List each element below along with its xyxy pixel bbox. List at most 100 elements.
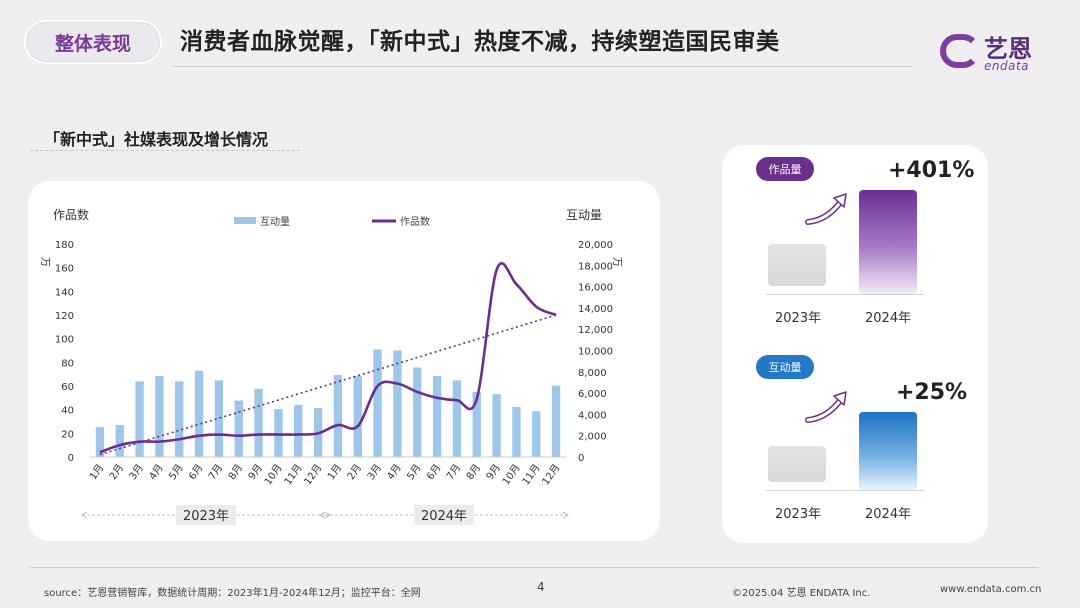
works-2024-bar [859, 190, 917, 294]
interaction-bar [294, 404, 303, 457]
interaction-bar [234, 400, 243, 457]
interaction-bar [115, 425, 124, 457]
left-tick-label: 0 [68, 453, 74, 464]
chart-section-title: 「新中式」社媒表现及增长情况 [44, 130, 269, 149]
endata-logo: 艺恩 endata [940, 30, 1050, 74]
works-growth-percent: +401% [888, 158, 975, 183]
legend-swatch-interaction [234, 217, 256, 224]
left-tick-label: 140 [55, 287, 74, 298]
x-tick-label: 9月 [484, 462, 503, 482]
interaction-bar [353, 376, 362, 457]
interaction-bar [95, 427, 105, 457]
growth-card [722, 145, 988, 543]
legend-label-interaction: 互动量 [260, 216, 290, 228]
interaction-bar [274, 409, 283, 457]
right-axis-title: 互动量 [566, 208, 602, 222]
year-group-arrow-right [562, 511, 569, 519]
right-tick-label: 6,000 [578, 389, 607, 400]
interaction-bar [214, 380, 224, 457]
x-tick-label: 9月 [246, 462, 265, 482]
logo-cn: 艺恩 [984, 35, 1032, 63]
year-group-arrow-left [319, 511, 326, 519]
headline-divider [172, 66, 912, 67]
right-tick-label: 20,000 [578, 240, 613, 251]
year-group-label-bg [414, 505, 474, 525]
left-tick-label: 20 [61, 429, 74, 440]
x-tick-label: 2月 [107, 462, 126, 482]
right-tick-label: 12,000 [578, 325, 613, 336]
interaction-bar [333, 374, 343, 457]
interaction-bar [492, 394, 501, 457]
right-tick-label: 4,000 [578, 410, 607, 421]
interaction-growth-percent: +25% [896, 380, 968, 405]
x-tick-label: 8月 [464, 462, 483, 482]
interaction-2023-bar [768, 446, 826, 482]
left-tick-label: 100 [55, 335, 74, 346]
x-tick-label: 12月 [540, 462, 563, 488]
logo-en: endata [984, 59, 1030, 73]
footer-copyright: ©2025.04 艺恩 ENDATA Inc. [732, 588, 871, 599]
year-group-arrow-left [81, 511, 88, 519]
works-year-prev: 2023年 [775, 311, 822, 326]
works-label-pill: 作品量 [756, 157, 814, 181]
works-baseline [766, 294, 924, 295]
x-tick-label: 6月 [424, 462, 443, 482]
interaction-bar [175, 381, 184, 457]
works-line [99, 262, 557, 454]
right-tick-label: 18,000 [578, 261, 613, 272]
left-tick-label: 80 [61, 358, 74, 369]
left-axis-unit: 万 [39, 257, 50, 267]
right-tick-label: 8,000 [578, 368, 607, 379]
interaction-year-curr: 2024年 [865, 507, 912, 522]
interaction-bar [155, 376, 164, 457]
x-tick-label: 4月 [147, 462, 166, 482]
interaction-bar [532, 411, 541, 457]
left-tick-label: 60 [61, 382, 74, 393]
year-group-label-bg [176, 505, 236, 525]
footer-source: source：艺恩营销智库，数据统计周期：2023年1月-2024年12月；监控… [44, 588, 421, 599]
interaction-bar [472, 392, 481, 457]
right-tick-label: 0 [578, 453, 584, 464]
interaction-bar [194, 370, 204, 457]
x-tick-label: 7月 [444, 462, 463, 482]
left-axis-title: 作品数 [53, 207, 89, 222]
legend-label-works: 作品数 [400, 215, 430, 228]
interaction-bar [373, 349, 382, 457]
interaction-bar [512, 406, 521, 457]
interaction-2024-bar [859, 412, 917, 490]
x-tick-label: 2月 [345, 462, 364, 482]
interaction-bar [452, 380, 462, 457]
right-tick-label: 16,000 [578, 283, 613, 294]
right-axis-unit: 万 [611, 257, 622, 267]
interaction-bar [135, 381, 144, 457]
x-tick-label: 6月 [186, 462, 205, 482]
left-tick-label: 120 [55, 311, 74, 322]
section-tag: 整体表现 [24, 20, 162, 64]
interaction-baseline [766, 490, 924, 491]
works-year-curr: 2024年 [865, 311, 912, 326]
interaction-bar [393, 350, 402, 457]
footer-divider [30, 567, 1038, 568]
interaction-arrow-icon [805, 391, 847, 423]
year-group-label: 2023年 [183, 509, 229, 524]
x-tick-label: 12月 [302, 462, 325, 488]
x-tick-label: 3月 [127, 462, 146, 482]
x-tick-label: 5月 [404, 462, 423, 482]
interaction-bar [551, 385, 561, 457]
left-tick-label: 160 [55, 264, 74, 275]
page-number: 4 [537, 580, 545, 594]
logo-mark-icon [940, 34, 980, 68]
interaction-bar [432, 376, 442, 457]
left-tick-label: 180 [55, 240, 74, 251]
footer-site: www.endata.com.cn [940, 584, 1042, 595]
x-tick-label: 1月 [87, 462, 106, 482]
x-tick-label: 5月 [166, 462, 185, 482]
x-tick-label: 1月 [325, 462, 344, 482]
right-tick-label: 14,000 [578, 304, 613, 315]
works-2023-bar [768, 244, 826, 286]
right-tick-label: 10,000 [578, 347, 613, 358]
x-tick-label: 4月 [385, 462, 404, 482]
chart-card: 作品数 互动量万万互动量 作品数 180 160 140 120 100 80 60 40 20 0 20… [28, 181, 660, 541]
x-tick-label: 7月 [206, 462, 225, 482]
